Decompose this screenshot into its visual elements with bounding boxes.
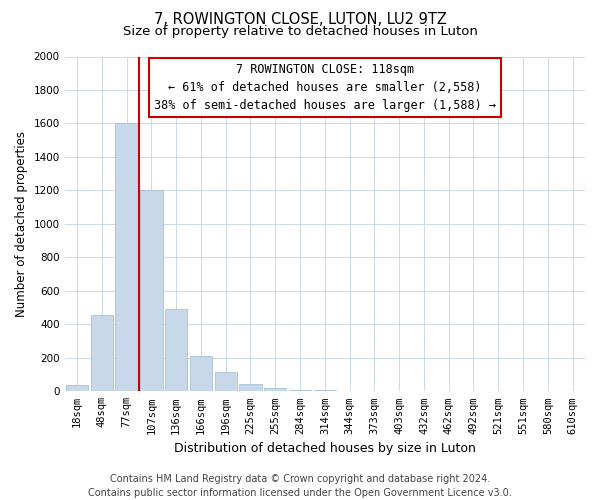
- Bar: [264, 388, 286, 392]
- Y-axis label: Number of detached properties: Number of detached properties: [15, 131, 28, 317]
- Text: 7 ROWINGTON CLOSE: 118sqm
← 61% of detached houses are smaller (2,558)
38% of se: 7 ROWINGTON CLOSE: 118sqm ← 61% of detac…: [154, 63, 496, 112]
- Text: Size of property relative to detached houses in Luton: Size of property relative to detached ho…: [122, 25, 478, 38]
- Bar: [140, 190, 163, 392]
- Bar: [165, 310, 187, 392]
- Bar: [91, 315, 113, 392]
- Bar: [289, 390, 311, 392]
- Text: 7, ROWINGTON CLOSE, LUTON, LU2 9TZ: 7, ROWINGTON CLOSE, LUTON, LU2 9TZ: [154, 12, 446, 28]
- Bar: [314, 390, 336, 392]
- Bar: [239, 384, 262, 392]
- Bar: [66, 386, 88, 392]
- Bar: [190, 356, 212, 392]
- Bar: [215, 372, 237, 392]
- X-axis label: Distribution of detached houses by size in Luton: Distribution of detached houses by size …: [174, 442, 476, 455]
- Bar: [115, 124, 138, 392]
- Text: Contains HM Land Registry data © Crown copyright and database right 2024.
Contai: Contains HM Land Registry data © Crown c…: [88, 474, 512, 498]
